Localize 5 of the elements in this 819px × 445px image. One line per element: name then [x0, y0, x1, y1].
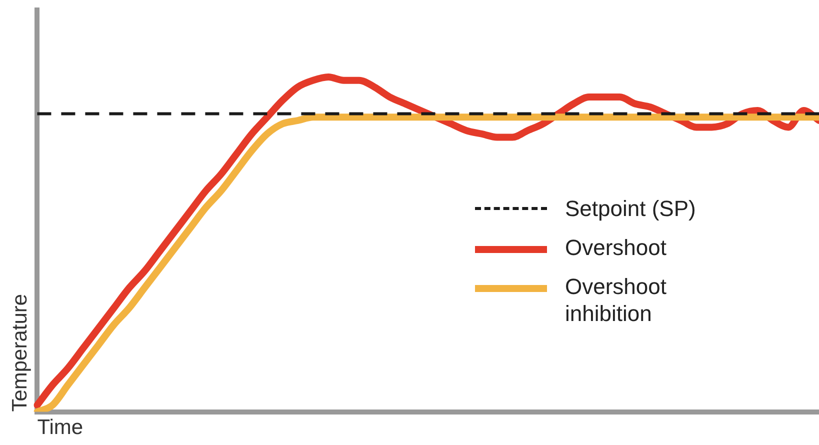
y-axis-title: Temperature: [8, 294, 32, 412]
legend-label: Overshoot: [565, 234, 668, 261]
legend-label: Setpoint (SP): [565, 195, 697, 222]
x-axis-title: Time: [37, 416, 84, 440]
legend-label: Overshoot inhibition: [565, 273, 668, 327]
